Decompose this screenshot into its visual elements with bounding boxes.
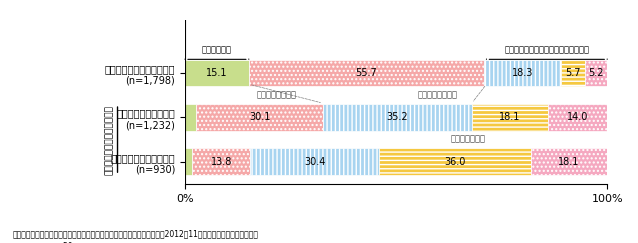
Bar (531, 148, 607, 175)
Text: 55.7: 55.7 (355, 68, 377, 78)
Bar (249, 60, 484, 87)
Bar (251, 148, 379, 175)
Text: 現時点で準備をする必要性を感じない: 現時点で準備をする必要性を感じない (504, 45, 590, 54)
Text: （注）　経営者の年齢が50歳以上の企業を集計している。: （注） 経営者の年齢が50歳以上の企業を集計している。 (13, 241, 138, 243)
Text: あまりしていない: あまりしていない (417, 90, 457, 99)
Text: 18.1: 18.1 (499, 113, 521, 122)
Bar (561, 60, 585, 87)
Text: 十分している: 十分している (202, 45, 232, 54)
Text: 13.8: 13.8 (211, 157, 232, 167)
Text: 30.4: 30.4 (304, 157, 325, 167)
Bar (196, 104, 323, 131)
Text: 30.1: 30.1 (249, 113, 271, 122)
Bar (379, 148, 531, 175)
Text: 全くしていない: 全くしていない (451, 134, 486, 143)
Text: 18.3: 18.3 (512, 68, 533, 78)
Text: 5.7: 5.7 (565, 68, 581, 78)
Bar (192, 148, 251, 175)
Bar (484, 60, 561, 87)
Bar (548, 104, 607, 131)
Bar (185, 60, 249, 87)
Text: 後継者が決まっていない企業: 後継者が決まっていない企業 (105, 105, 114, 174)
Text: 資料：中小企業庁委託「中小企業の事業承継に関するアンケート調査」（2012年11月、（株）野村総合研究所）: 資料：中小企業庁委託「中小企業の事業承継に関するアンケート調査」（2012年11… (13, 229, 259, 238)
Text: ある程度している: ある程度している (257, 90, 297, 99)
Bar (471, 104, 548, 131)
Text: 14.0: 14.0 (567, 113, 588, 122)
Text: 36.0: 36.0 (444, 157, 466, 167)
Bar (323, 104, 471, 131)
Bar (585, 60, 607, 87)
Text: 18.1: 18.1 (558, 157, 580, 167)
Text: 35.2: 35.2 (387, 113, 408, 122)
Text: 15.1: 15.1 (206, 68, 228, 78)
Bar (185, 148, 192, 175)
Bar (185, 104, 196, 131)
Text: 5.2: 5.2 (588, 68, 604, 78)
